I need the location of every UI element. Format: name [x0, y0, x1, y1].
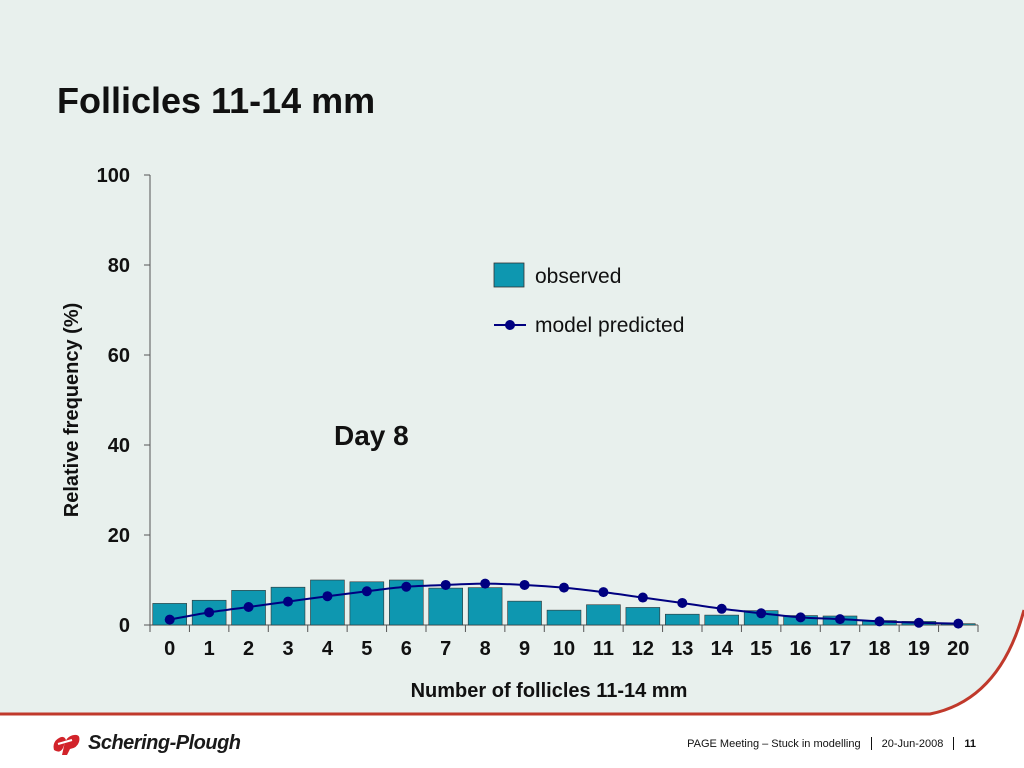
- bar-observed: [270, 586, 306, 626]
- page-title: Follicles 11-14 mm: [57, 80, 376, 121]
- x-tick-label: 4: [322, 638, 334, 660]
- bar-observed: [428, 587, 463, 626]
- logo-text: Schering-Plough: [88, 731, 241, 754]
- x-tick-label: 12: [632, 638, 654, 660]
- point-model-predicted: [795, 612, 806, 623]
- bar-observed: [507, 600, 542, 626]
- company-logo: Schering-Plough: [50, 728, 241, 758]
- point-model-predicted: [519, 579, 530, 590]
- y-tick-label: 0: [119, 615, 130, 637]
- point-model-predicted: [283, 596, 293, 607]
- schering-plough-logo-icon: [53, 734, 80, 755]
- y-tick-label: 20: [108, 525, 130, 547]
- x-tick-label: 15: [750, 638, 772, 660]
- page-number: 11: [964, 737, 976, 750]
- x-axis-label: Number of follicles 11-14 mm: [411, 680, 688, 702]
- footer-meta: PAGE Meeting – Stuck in modelling 20-Jun…: [687, 737, 976, 750]
- point-model-predicted: [953, 618, 964, 629]
- x-tick-label: 10: [553, 638, 575, 660]
- point-model-predicted: [913, 617, 924, 628]
- point-model-predicted: [637, 592, 648, 603]
- x-tick-label: 3: [282, 638, 293, 660]
- legend-model-marker: [505, 320, 515, 330]
- point-model-predicted: [204, 607, 215, 618]
- point-model-predicted: [598, 587, 609, 598]
- bar-observed: [586, 604, 621, 626]
- legend-model-label: model predicted: [535, 314, 684, 337]
- x-tick-label: 14: [711, 638, 734, 660]
- y-tick-label: 100: [97, 165, 130, 187]
- y-tick-label: 40: [108, 435, 130, 457]
- y-axis-label: Relative frequency (%): [61, 303, 83, 518]
- point-model-predicted: [361, 586, 372, 597]
- x-tick-label: 16: [789, 638, 811, 660]
- point-model-predicted: [835, 614, 845, 625]
- x-tick-label: 6: [401, 638, 412, 660]
- bar-observed: [625, 607, 661, 626]
- x-tick-label: 9: [519, 638, 530, 660]
- point-model-predicted: [243, 602, 254, 612]
- footer-separator: [870, 737, 872, 750]
- bar-observed: [665, 613, 700, 626]
- point-model-predicted: [164, 614, 175, 625]
- point-model-predicted: [322, 591, 333, 602]
- point-model-predicted: [716, 603, 727, 614]
- x-tick-label: 20: [947, 638, 969, 660]
- bar-observed: [546, 609, 582, 626]
- x-tick-label: 11: [593, 638, 614, 660]
- bar-observed: [704, 614, 739, 626]
- point-model-predicted: [874, 616, 885, 627]
- y-tick-label: 80: [108, 255, 130, 277]
- legend-observed-swatch: [493, 262, 525, 288]
- bar-observed: [467, 587, 503, 626]
- slide-background-panel: [0, 0, 1024, 714]
- y-tick-label: 60: [108, 345, 130, 367]
- x-tick-label: 0: [164, 638, 175, 660]
- x-tick-label: 2: [243, 638, 254, 660]
- x-tick-label: 19: [908, 638, 930, 660]
- point-model-predicted: [480, 578, 491, 589]
- footer-date: 20-Jun-2008: [881, 737, 944, 750]
- footer-separator: [953, 737, 955, 750]
- x-tick-label: 5: [361, 638, 372, 660]
- x-tick-label: 18: [868, 638, 890, 660]
- x-tick-label: 8: [480, 638, 491, 660]
- day-annotation: Day 8: [334, 420, 409, 451]
- bar-observed: [310, 579, 345, 626]
- bar-observed: [152, 603, 187, 626]
- x-tick-label: 13: [671, 638, 693, 660]
- point-model-predicted: [440, 579, 451, 590]
- legend-observed-label: observed: [535, 265, 621, 288]
- x-tick-label: 7: [440, 638, 451, 660]
- x-tick-label: 1: [204, 638, 215, 660]
- point-model-predicted: [756, 608, 767, 619]
- point-model-predicted: [559, 582, 569, 593]
- footer-meeting: PAGE Meeting – Stuck in modelling: [687, 737, 861, 750]
- slide-accent-curve: [0, 609, 1024, 716]
- point-model-predicted: [401, 581, 412, 592]
- point-model-predicted: [677, 597, 688, 608]
- x-tick-label: 17: [829, 638, 851, 660]
